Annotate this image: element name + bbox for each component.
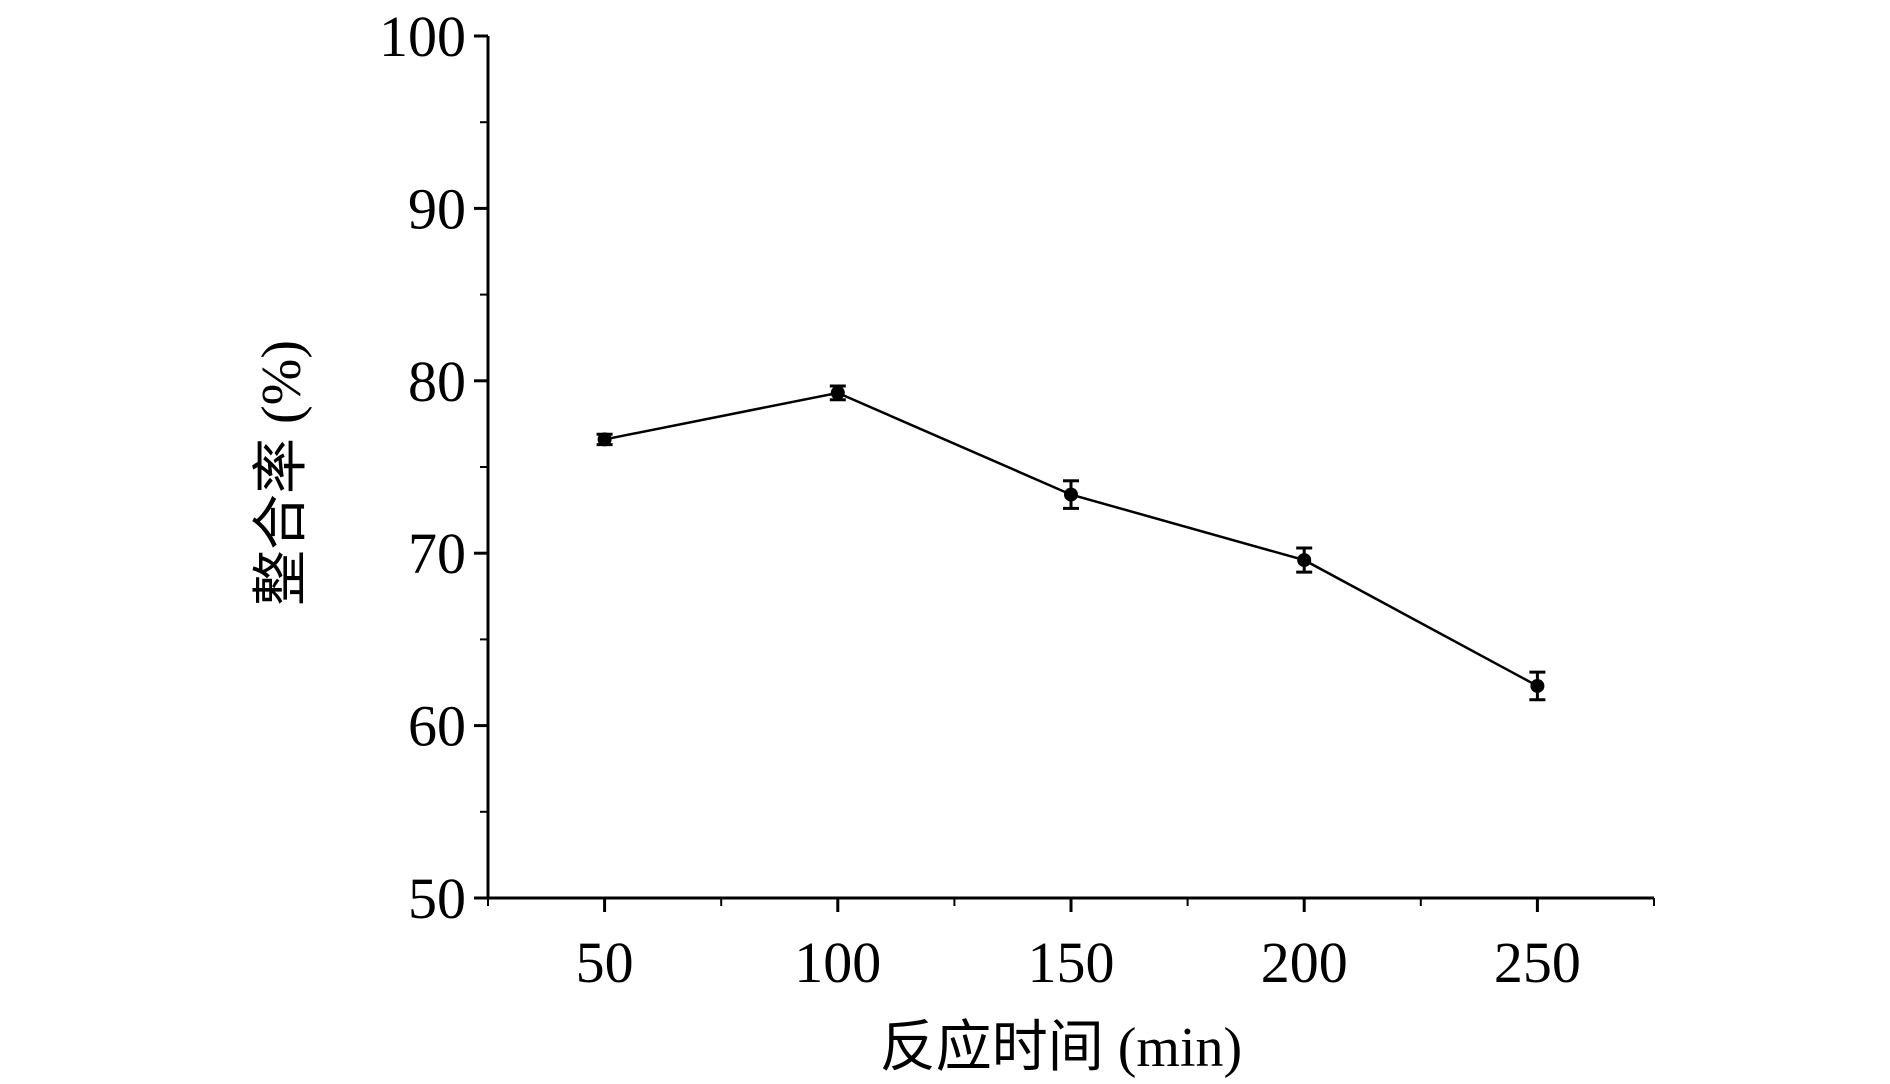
data-point: [1297, 553, 1312, 568]
y-tick-label: 50: [408, 866, 466, 931]
data-point: [830, 385, 845, 400]
x-tick-label: 150: [1028, 930, 1115, 995]
data-marks: [596, 384, 1546, 702]
x-tick-label: 250: [1494, 930, 1581, 995]
y-tick-label: 70: [408, 521, 466, 586]
series-line: [604, 391, 1538, 688]
x-tick-label: 100: [794, 930, 881, 995]
x-tick-label: 50: [576, 930, 634, 995]
x-axis-label: 反应时间 (min): [880, 1017, 1242, 1079]
y-tick-label: 90: [408, 176, 466, 241]
y-tick-label: 80: [408, 349, 466, 414]
y-axis-label: 整合率 (%): [251, 340, 313, 606]
axes: 50 60 70 80 90 100 50 100 150 200 250: [379, 4, 1655, 995]
y-tick-label: 100: [379, 4, 466, 69]
data-point: [597, 432, 612, 447]
y-tick-label: 60: [408, 694, 466, 759]
data-point: [1064, 487, 1078, 502]
x-tick-label: 200: [1261, 930, 1348, 995]
data-point: [1530, 678, 1545, 693]
